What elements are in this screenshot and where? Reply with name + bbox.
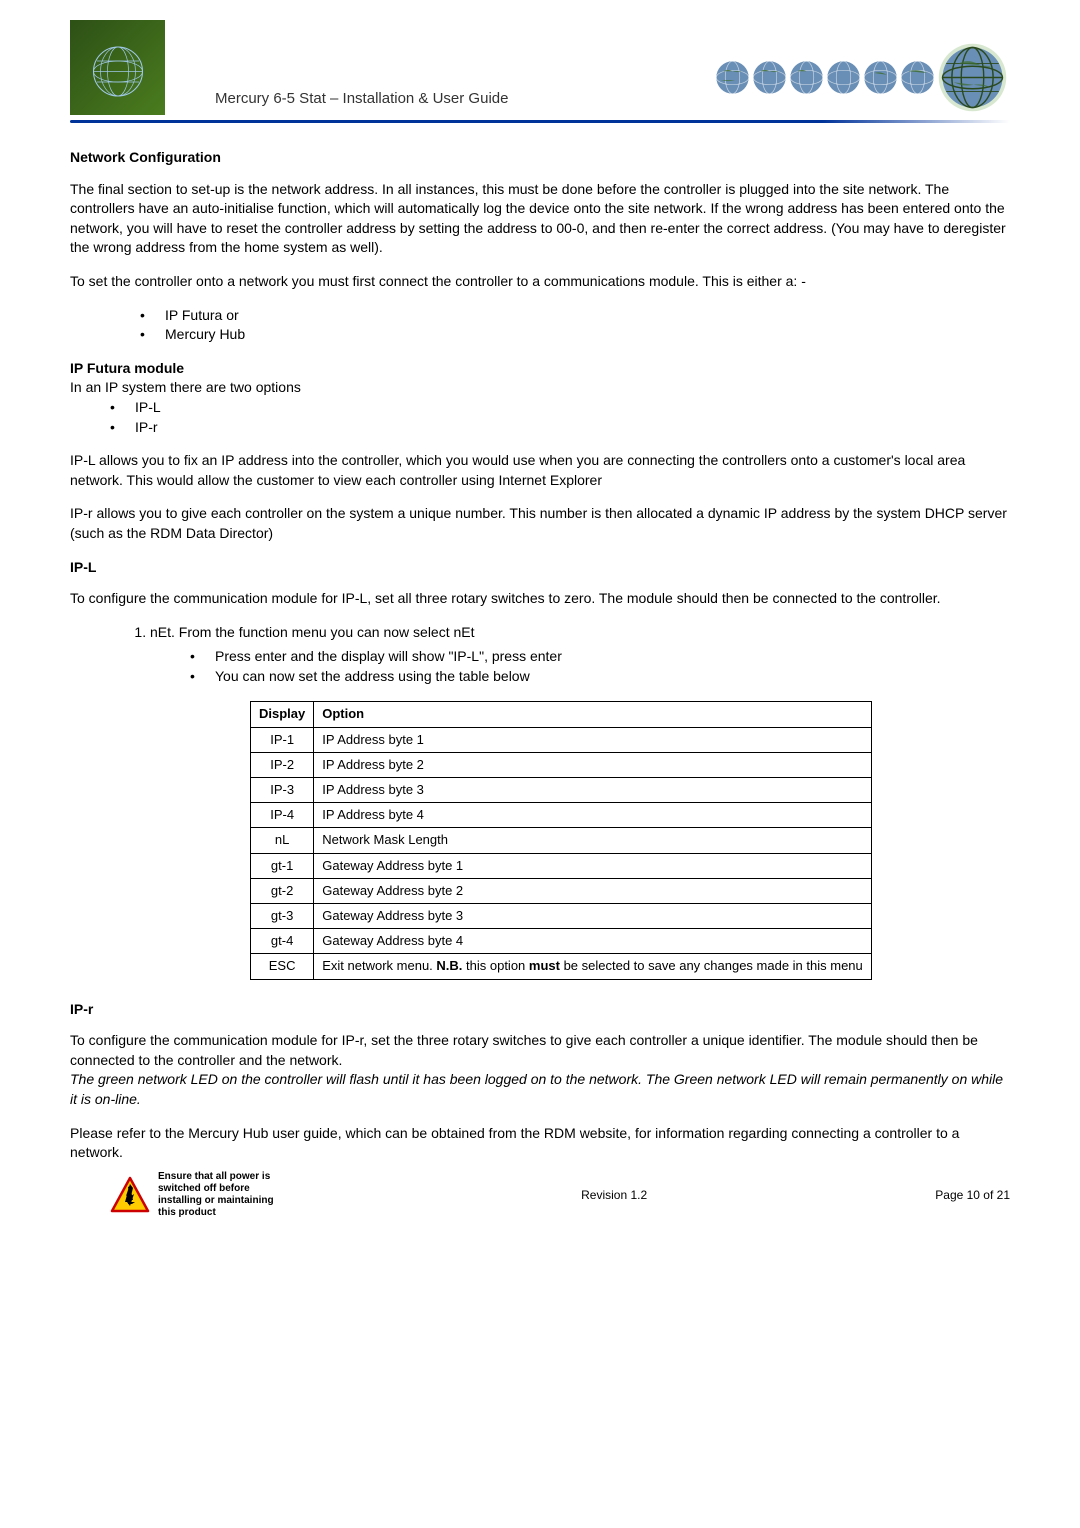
table-row: IP-2IP Address byte 2 bbox=[251, 752, 872, 777]
network-config-heading: Network Configuration bbox=[70, 148, 1010, 168]
table-row-esc: ESC Exit network menu. N.B. this option … bbox=[251, 954, 872, 979]
table-cell: IP-4 bbox=[251, 803, 314, 828]
footer-warning-block: Ensure that all power is switched off be… bbox=[70, 1171, 293, 1219]
table-cell: IP-2 bbox=[251, 752, 314, 777]
table-header-display: Display bbox=[251, 702, 314, 727]
ipr-description: IP-r allows you to give each controller … bbox=[70, 504, 1010, 543]
header-divider bbox=[70, 120, 1010, 123]
table-cell: gt-1 bbox=[251, 853, 314, 878]
list-item: You can now set the address using the ta… bbox=[190, 667, 1010, 687]
ipl-substeps-list: Press enter and the display will show "I… bbox=[70, 647, 1010, 686]
table-row: IP-3IP Address byte 3 bbox=[251, 778, 872, 803]
table-cell: Network Mask Length bbox=[314, 828, 872, 853]
table-cell: Gateway Address byte 2 bbox=[314, 878, 872, 903]
list-item: nEt. From the function menu you can now … bbox=[150, 623, 1010, 643]
list-item: Press enter and the display will show "I… bbox=[190, 647, 1010, 667]
table-cell: IP Address byte 1 bbox=[314, 727, 872, 752]
table-cell: IP-3 bbox=[251, 778, 314, 803]
esc-must: must bbox=[529, 958, 560, 973]
footer-page-number: Page 10 of 21 bbox=[935, 1188, 1010, 1202]
page-footer: Ensure that all power is switched off be… bbox=[70, 1171, 1010, 1219]
ip-futura-para1: In an IP system there are two options bbox=[70, 378, 1010, 398]
header-title: Mercury 6-5 Stat – Installation & User G… bbox=[165, 90, 718, 115]
list-item: IP-L bbox=[110, 398, 1010, 418]
list-item: IP-r bbox=[110, 418, 1010, 438]
ipr-para3: Please refer to the Mercury Hub user gui… bbox=[70, 1124, 1010, 1163]
page-header: Mercury 6-5 Stat – Installation & User G… bbox=[70, 20, 1010, 115]
warning-triangle-icon bbox=[110, 1176, 150, 1214]
ipr-para2: The green network LED on the controller … bbox=[70, 1070, 1010, 1109]
header-icon-group bbox=[718, 40, 1010, 115]
network-config-para1: The final section to set-up is the netwo… bbox=[70, 180, 1010, 258]
modules-list: IP Futura or Mercury Hub bbox=[70, 306, 1010, 345]
footer-revision: Revision 1.2 bbox=[293, 1188, 935, 1202]
table-row: IP-4IP Address byte 4 bbox=[251, 803, 872, 828]
esc-nb: N.B. bbox=[436, 958, 462, 973]
globe-icon bbox=[83, 33, 153, 103]
table-row: IP-1IP Address byte 1 bbox=[251, 727, 872, 752]
ip-futura-heading: IP Futura module bbox=[70, 359, 1010, 379]
table-cell: Gateway Address byte 4 bbox=[314, 929, 872, 954]
footer-warning-text: Ensure that all power is switched off be… bbox=[158, 1171, 293, 1219]
table-header-row: Display Option bbox=[251, 702, 872, 727]
table-cell-esc-text: Exit network menu. N.B. this option must… bbox=[314, 954, 872, 979]
table-header-option: Option bbox=[314, 702, 872, 727]
table-cell: nL bbox=[251, 828, 314, 853]
ipl-description: IP-L allows you to fix an IP address int… bbox=[70, 451, 1010, 490]
table-cell: IP Address byte 4 bbox=[314, 803, 872, 828]
table-cell: gt-2 bbox=[251, 878, 314, 903]
esc-text-end: be selected to save any changes made in … bbox=[560, 958, 863, 973]
ipl-para1: To configure the communication module fo… bbox=[70, 589, 1010, 609]
ipr-heading: IP-r bbox=[70, 1000, 1010, 1020]
list-item: IP Futura or bbox=[140, 306, 1010, 326]
ip-options-list: IP-L IP-r bbox=[70, 398, 1010, 437]
table-cell: gt-3 bbox=[251, 903, 314, 928]
table-cell-esc: ESC bbox=[251, 954, 314, 979]
ip-address-table: Display Option IP-1IP Address byte 1 IP-… bbox=[250, 701, 872, 979]
ipr-para1: To configure the communication module fo… bbox=[70, 1031, 1010, 1070]
logo-left-globe bbox=[70, 20, 165, 115]
table-cell: Gateway Address byte 1 bbox=[314, 853, 872, 878]
esc-text-mid: this option bbox=[462, 958, 529, 973]
table-cell: IP-1 bbox=[251, 727, 314, 752]
main-content: Network Configuration The final section … bbox=[70, 148, 1010, 1163]
table-cell: IP Address byte 2 bbox=[314, 752, 872, 777]
large-globe-icon bbox=[935, 40, 1010, 115]
table-cell: gt-4 bbox=[251, 929, 314, 954]
ipl-steps-list: nEt. From the function menu you can now … bbox=[70, 623, 1010, 643]
table-cell: IP Address byte 3 bbox=[314, 778, 872, 803]
ipl-heading: IP-L bbox=[70, 558, 1010, 578]
list-item: Mercury Hub bbox=[140, 325, 1010, 345]
table-row: nLNetwork Mask Length bbox=[251, 828, 872, 853]
table-row: gt-3Gateway Address byte 3 bbox=[251, 903, 872, 928]
table-row: gt-4Gateway Address byte 4 bbox=[251, 929, 872, 954]
small-globe-icon-6 bbox=[895, 55, 940, 100]
table-cell: Gateway Address byte 3 bbox=[314, 903, 872, 928]
table-row: gt-1Gateway Address byte 1 bbox=[251, 853, 872, 878]
network-config-para2: To set the controller onto a network you… bbox=[70, 272, 1010, 292]
esc-text-prefix: Exit network menu. bbox=[322, 958, 436, 973]
table-row: gt-2Gateway Address byte 2 bbox=[251, 878, 872, 903]
